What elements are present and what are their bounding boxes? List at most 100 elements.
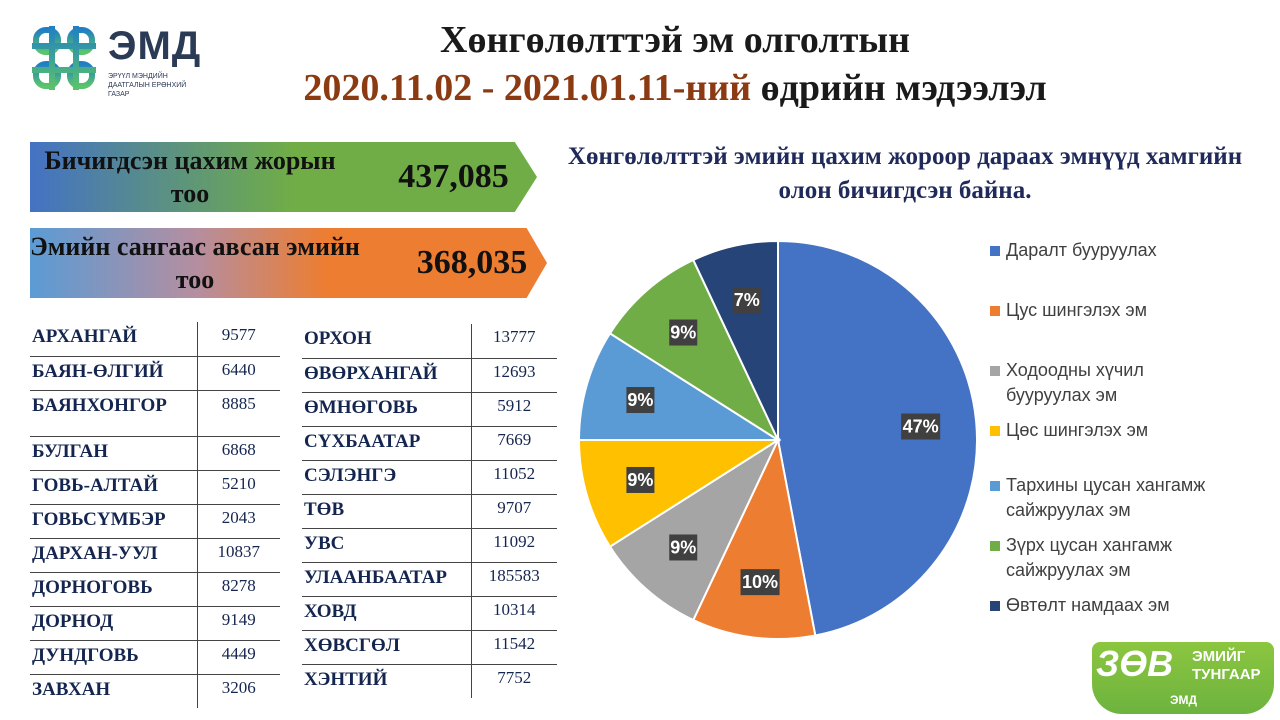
- province-name: БАЯН-ӨЛГИЙ: [30, 356, 197, 391]
- data-label-text: 10%: [742, 572, 778, 592]
- prescriptions-label-banner: Бичигдсэн цахим жорын тоо: [30, 142, 380, 212]
- legend-item: Даралт бууруулах: [990, 238, 1230, 263]
- table-row: ӨМНӨГОВЬ 5912: [302, 392, 557, 427]
- table-row: ДАРХАН-УУЛ 10837: [30, 538, 280, 573]
- legend-swatch-icon: [990, 426, 1000, 436]
- province-value: 3206: [196, 674, 280, 708]
- legend-label: Цус шингэлэх эм: [1006, 300, 1147, 320]
- chart-title: Хөнгөлөлттэй эмийн цахим жороор дараах э…: [567, 143, 1243, 204]
- table-row: СЭЛЭНГЭ 11052: [302, 460, 557, 495]
- legend-item: Зүрх цусан хангамж сайжруулах эм: [990, 533, 1230, 583]
- legend-label: Даралт бууруулах: [1006, 240, 1157, 260]
- table-row: ДОРНОД 9149: [30, 606, 280, 641]
- province-value: 10837: [196, 538, 280, 573]
- pie-slice: [608, 437, 781, 622]
- dispensed-label-banner: Эмийн сангаас авсан эмийн тоо: [30, 228, 400, 298]
- province-name: ДУНДГОВЬ: [30, 640, 197, 675]
- province-name: ЗАВХАН: [32, 678, 111, 700]
- badge-line1: ЭМИЙГ: [1192, 648, 1246, 665]
- province-name: ОРХОН: [302, 324, 471, 359]
- province-value: 11542: [470, 630, 557, 665]
- province-value: 6868: [196, 436, 280, 471]
- pie-slice: [577, 439, 782, 549]
- data-label: 9%: [669, 534, 698, 561]
- table-row: ОРХОН 13777: [302, 324, 557, 359]
- legend-item: Өвтөлт намдаах эм: [990, 593, 1230, 618]
- data-label-box: [669, 319, 698, 346]
- logo-subtitle: ЭРҮҮЛ МЭНДИЙН ДААТГАЛЫН ЕРӨНХИЙ ГАЗАР: [108, 73, 187, 98]
- table-row: АРХАНГАЙ 9577: [30, 322, 280, 357]
- table-row: ДУНДГОВЬ 4449: [30, 640, 280, 675]
- data-label-box: [901, 413, 941, 440]
- province-value: 10314: [470, 596, 557, 631]
- province-name: ГОВЬСҮМБЭР: [30, 504, 197, 539]
- legend-label: Өвтөлт намдаах эм: [1006, 595, 1170, 615]
- province-value: 8885: [196, 390, 280, 437]
- province-name: ХЭНТИЙ: [304, 668, 388, 690]
- pie-slice: [691, 436, 817, 640]
- data-label: 47%: [901, 413, 941, 440]
- province-table-right: ОРХОН 13777 ӨВӨРХАНГАЙ 12693 ӨМНӨГОВЬ 5912 СҮХ…: [302, 324, 557, 698]
- province-value: 9707: [470, 494, 557, 529]
- table-row: ӨВӨРХАНГАЙ 12693: [302, 358, 557, 393]
- province-value: 11052: [470, 460, 557, 495]
- logo-text: ЭМД: [108, 24, 202, 68]
- province-name: АРХАНГАЙ: [30, 322, 197, 357]
- legend-label: Тархины цусан хангамж сайжруулах эм: [1006, 475, 1206, 520]
- data-label-text: 9%: [627, 470, 653, 490]
- data-label-box: [626, 387, 655, 414]
- province-value: 4449: [196, 640, 280, 675]
- legend-item: Тархины цусан хангамж сайжруулах эм: [990, 473, 1230, 523]
- province-name: СҮХБААТАР: [302, 426, 471, 461]
- data-label: 9%: [669, 319, 698, 346]
- badge-logo-text: ЭМД: [1170, 693, 1198, 707]
- emd-logo: ЭМД ЭРҮҮЛ МЭНДИЙН ДААТГАЛЫН ЕРӨНХИЙ ГАЗА…: [28, 22, 208, 102]
- data-label: 9%: [626, 466, 655, 493]
- pie-chart: 47% 10% 9% 9% 9% 9% 7%: [577, 239, 978, 640]
- legend-label: Ходоодны хүчил бууруулах эм: [1006, 360, 1144, 405]
- pie-slice: [777, 239, 978, 637]
- province-value: 185583: [470, 562, 557, 597]
- table-row: ХӨВСГӨЛ 11542: [302, 630, 557, 665]
- province-value: 9577: [196, 322, 280, 357]
- legend-swatch-icon: [990, 601, 1000, 611]
- province-value: 12693: [470, 358, 557, 393]
- knot-logo-icon: [32, 26, 96, 90]
- table-row: БАЯНХОНГОР 8885: [30, 390, 280, 437]
- province-table-left: АРХАНГАЙ 9577 БАЯН-ӨЛГИЙ 6440 БАЯНХОНГОР 8885…: [30, 322, 280, 708]
- province-name: ДОРНОГОВЬ: [30, 572, 197, 607]
- data-label-text: 7%: [734, 290, 760, 310]
- table-row: УЛААНБААТАР 185583: [302, 562, 557, 597]
- table-row: ЗАВХАН 3206: [30, 674, 280, 708]
- data-label: 9%: [626, 387, 655, 414]
- table-row: ГОВЬ-АЛТАЙ 5210: [30, 470, 280, 505]
- page-title: Хөнгөлөлттэй эм олголтын: [440, 19, 910, 61]
- subtitle-rest: өдрийн мэдээлэл: [751, 67, 1047, 109]
- legend-swatch-icon: [990, 366, 1000, 376]
- campaign-badge: ЗӨВ ЭМИЙГ ТУНГААР ЭМД: [1092, 642, 1274, 714]
- data-label: 10%: [740, 569, 780, 596]
- province-name: БАЯНХОНГОР: [30, 390, 197, 437]
- table-row: СҮХБААТАР 7669: [302, 426, 557, 461]
- province-value: 7752: [470, 664, 557, 698]
- table-row: БУЛГАН 6868: [30, 436, 280, 471]
- data-label-text: 9%: [670, 323, 696, 343]
- province-name: ТӨВ: [302, 494, 471, 529]
- table-row: ДОРНОГОВЬ 8278: [30, 572, 280, 607]
- date-range: 2020.11.02 - 2021.01.11-ний: [303, 67, 752, 109]
- province-value: 11092: [470, 528, 557, 563]
- province-name: ДОРНОД: [30, 606, 197, 641]
- province-name: ГОВЬ-АЛТАЙ: [30, 470, 197, 505]
- table-row: ГОВЬСҮМБЭР 2043: [30, 504, 280, 539]
- legend-swatch-icon: [990, 246, 1000, 256]
- data-label: 7%: [732, 287, 761, 314]
- badge-big-text: ЗӨВ: [1096, 643, 1174, 684]
- province-name: УВС: [302, 528, 471, 563]
- province-value: 7669: [470, 426, 557, 461]
- data-label-text: 47%: [903, 417, 939, 437]
- province-value: 9149: [196, 606, 280, 641]
- province-name: УЛААНБААТАР: [302, 562, 471, 597]
- province-name: БУЛГАН: [30, 436, 197, 471]
- data-label-box: [626, 466, 655, 493]
- legend-item: Ходоодны хүчил бууруулах эм: [990, 358, 1230, 408]
